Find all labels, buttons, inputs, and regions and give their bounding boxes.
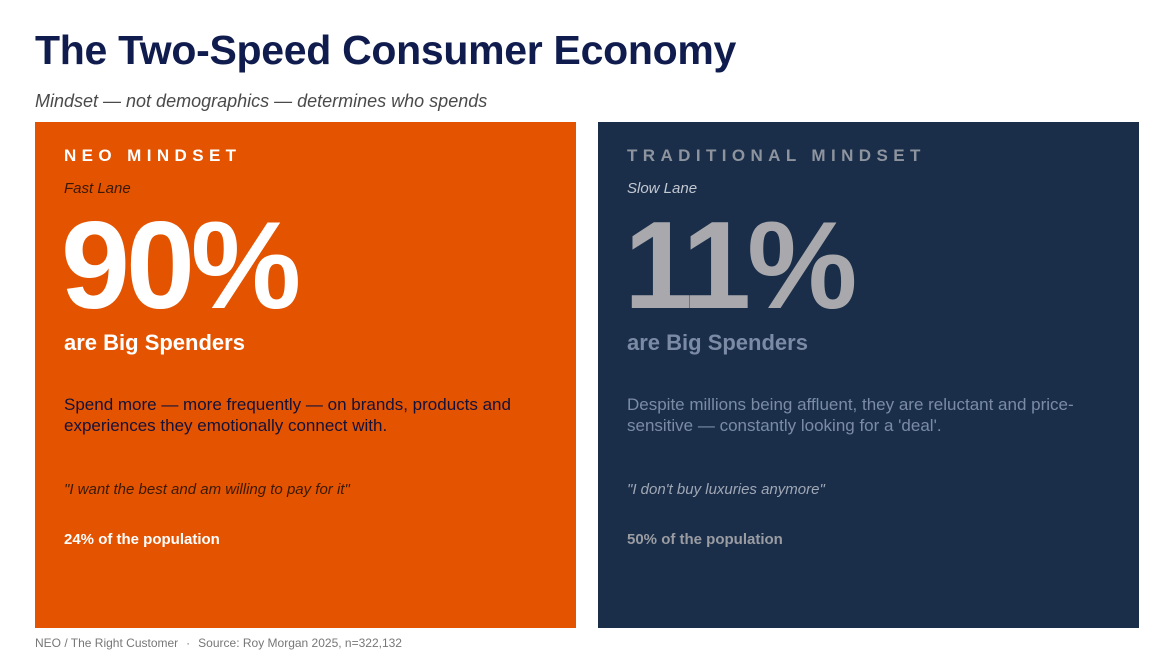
panel-heading: NEO MINDSET (64, 146, 242, 165)
panel-stat-label: are Big Spenders (627, 330, 808, 355)
panel-stat: 11% (624, 197, 857, 335)
page-subtitle: Mindset — not demographics — determines … (35, 91, 488, 111)
footer-source: Source: Roy Morgan 2025, n=322,132 (198, 636, 402, 650)
page-title: The Two-Speed Consumer Economy (35, 27, 736, 73)
panel-quote: "I don't buy luxuries anymore" (627, 481, 825, 498)
footer: NEO / The Right Customer · Source: Roy Mor… (35, 636, 402, 650)
neo-mindset-panel: NEO MINDSET Fast Lane 90% are Big Spende… (35, 122, 576, 628)
panel-quote: "I want the best and am willing to pay f… (64, 481, 350, 498)
panel-population: 50% of the population (627, 531, 783, 548)
traditional-mindset-panel: TRADITIONAL MINDSET Slow Lane 11% are Bi… (598, 122, 1139, 628)
panel-stat: 90% (61, 197, 301, 335)
panel-heading: TRADITIONAL MINDSET (627, 146, 926, 165)
panel-description: Despite millions being affluent, they ar… (627, 395, 1074, 435)
footer-brand: NEO / The Right Customer (35, 636, 179, 650)
panel-population: 24% of the population (64, 531, 220, 548)
panel-description: Spend more — more frequently — on brands… (64, 395, 511, 435)
panel-lane-label: Fast Lane (64, 180, 131, 197)
footer-separator: · (186, 636, 191, 650)
panel-lane-label: Slow Lane (627, 180, 698, 197)
panel-stat-label: are Big Spenders (64, 330, 245, 355)
